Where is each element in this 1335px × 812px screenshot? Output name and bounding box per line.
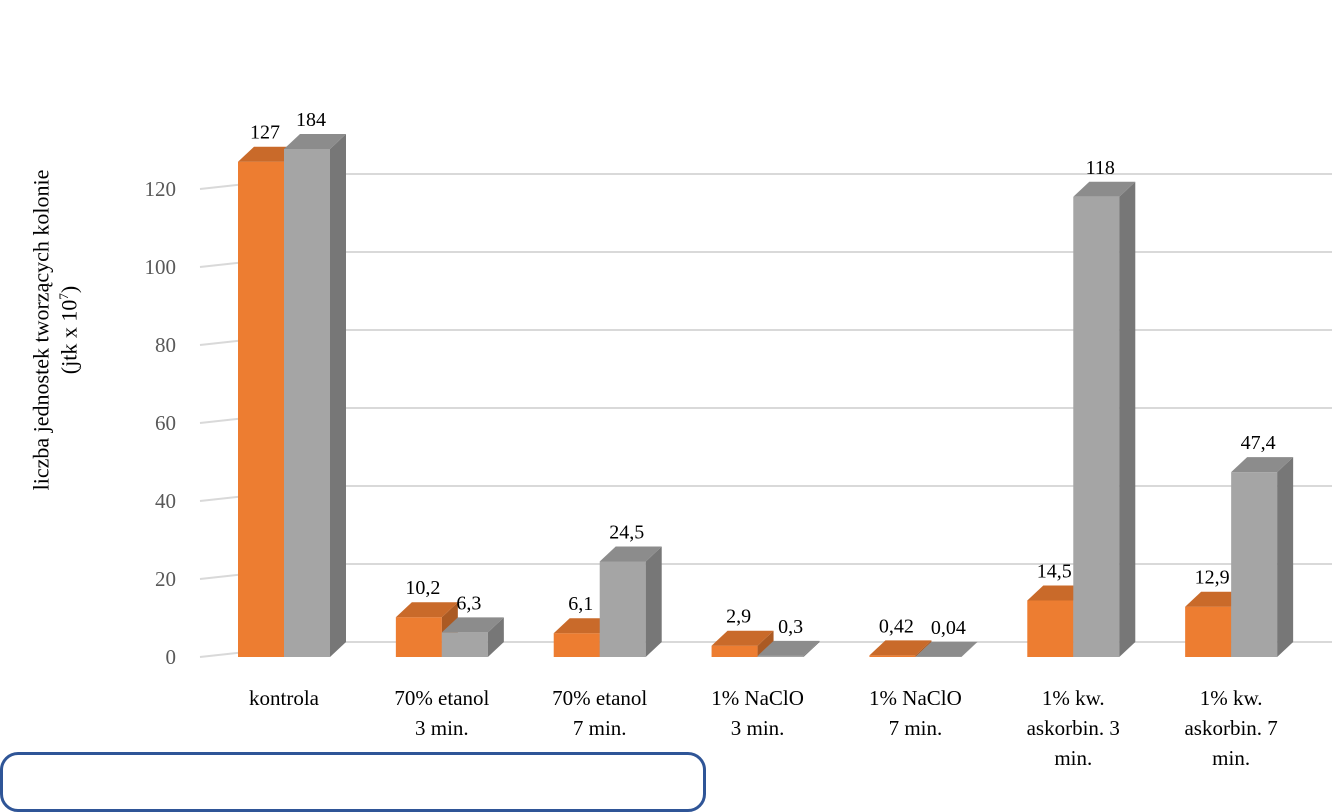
data-label: 14,5 xyxy=(1037,560,1072,582)
y-axis-ticks: 0 20 40 60 80 100 120 xyxy=(145,177,177,669)
y-tick-label: 20 xyxy=(155,567,176,591)
bar-series-2-0 xyxy=(284,134,346,657)
y-tick-label: 0 xyxy=(166,645,177,669)
x-tick-label: 1% NaClO xyxy=(711,686,804,710)
data-label: 118 xyxy=(1086,157,1115,179)
data-label: 10,2 xyxy=(405,577,440,599)
data-label: 184 xyxy=(296,109,326,131)
data-label: 6,1 xyxy=(568,593,593,615)
data-label: 6,3 xyxy=(456,592,481,614)
gridlines xyxy=(200,174,1332,657)
bar-series-2-2 xyxy=(600,546,662,657)
gridline-80 xyxy=(200,330,1332,345)
x-tick-label: 70% etanol xyxy=(394,686,489,710)
gridline-100 xyxy=(200,252,1332,267)
x-tick-label: 70% etanol xyxy=(552,686,647,710)
x-tick-label: 1% kw. xyxy=(1042,686,1105,710)
x-tick-label: 3 min. xyxy=(731,716,785,740)
data-label: 24,5 xyxy=(609,521,644,543)
x-tick-label: askorbin. 7 xyxy=(1184,716,1277,740)
y-tick-label: 80 xyxy=(155,333,176,357)
x-tick-label: 3 min. xyxy=(415,716,469,740)
x-tick-label: 7 min. xyxy=(889,716,943,740)
data-label: 47,4 xyxy=(1241,432,1276,454)
y-tick-label: 60 xyxy=(155,411,176,435)
y-tick-label: 40 xyxy=(155,489,176,513)
gridline-40 xyxy=(200,486,1332,501)
x-tick-label: min. xyxy=(1054,746,1092,770)
bars xyxy=(238,134,1293,657)
y-tick-label: 120 xyxy=(145,177,177,201)
data-label: 0,3 xyxy=(778,616,803,638)
x-tick-label: min. xyxy=(1212,746,1250,770)
y-tick-label: 100 xyxy=(145,255,177,279)
x-tick-label: 1% kw. xyxy=(1200,686,1263,710)
data-label: 2,9 xyxy=(726,606,751,628)
bar-series-2-6 xyxy=(1231,457,1293,657)
x-tick-label: kontrola xyxy=(249,686,320,710)
bar-chart: 0 20 40 60 80 100 120 127 184 10,2 6,3 6,1 24,5 2,9 0… xyxy=(0,0,1335,779)
bar-series-2-5 xyxy=(1073,182,1135,657)
x-tick-label: 7 min. xyxy=(573,716,627,740)
gridline-20 xyxy=(200,564,1332,579)
x-tick-label: 1% NaClO xyxy=(869,686,962,710)
x-tick-label: askorbin. 3 xyxy=(1027,716,1120,740)
data-label: 0,04 xyxy=(931,617,966,639)
gridline-60 xyxy=(200,408,1332,423)
data-label: 127 xyxy=(250,122,280,144)
data-label: 0,42 xyxy=(879,615,914,637)
data-label: 12,9 xyxy=(1195,567,1230,589)
gridline-120 xyxy=(200,174,1332,189)
legend-frame xyxy=(0,752,706,812)
